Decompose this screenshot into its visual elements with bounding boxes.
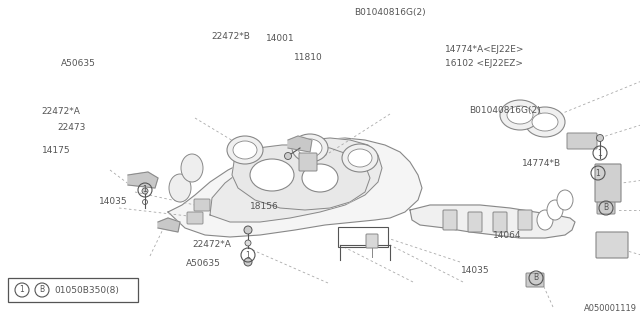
Ellipse shape [500, 100, 540, 130]
Polygon shape [232, 145, 370, 210]
Text: 1: 1 [246, 251, 250, 260]
Polygon shape [288, 136, 312, 152]
FancyBboxPatch shape [526, 273, 544, 287]
Text: 1: 1 [20, 285, 24, 294]
Ellipse shape [169, 174, 191, 202]
Circle shape [244, 226, 252, 234]
FancyBboxPatch shape [518, 210, 532, 230]
Text: 14001: 14001 [266, 34, 294, 43]
Ellipse shape [537, 210, 553, 230]
FancyBboxPatch shape [338, 227, 388, 247]
FancyBboxPatch shape [8, 278, 138, 302]
Text: 14774*A<EJ22E>: 14774*A<EJ22E> [445, 45, 524, 54]
FancyBboxPatch shape [299, 153, 317, 171]
FancyBboxPatch shape [597, 200, 615, 214]
Circle shape [142, 188, 148, 194]
Text: 14064: 14064 [493, 231, 522, 240]
FancyBboxPatch shape [468, 212, 482, 232]
Text: 01050B350(8): 01050B350(8) [54, 285, 119, 294]
Text: B: B [604, 204, 609, 212]
Text: B: B [40, 285, 45, 294]
Ellipse shape [250, 159, 294, 191]
Text: 1: 1 [143, 186, 147, 195]
FancyBboxPatch shape [567, 133, 597, 149]
FancyBboxPatch shape [596, 232, 628, 258]
Ellipse shape [525, 107, 565, 137]
Polygon shape [210, 138, 382, 222]
Text: 1: 1 [596, 169, 600, 178]
Text: 14035: 14035 [461, 266, 490, 275]
Ellipse shape [227, 136, 263, 164]
Ellipse shape [292, 134, 328, 162]
Text: B: B [533, 274, 539, 283]
Text: A050001119: A050001119 [584, 304, 637, 313]
Text: 22472*B: 22472*B [211, 32, 250, 41]
Ellipse shape [342, 144, 378, 172]
FancyBboxPatch shape [595, 164, 621, 202]
Circle shape [285, 153, 291, 159]
Text: B01040816G(2): B01040816G(2) [469, 106, 541, 115]
Ellipse shape [298, 139, 322, 157]
FancyBboxPatch shape [194, 199, 210, 211]
Text: 14175: 14175 [42, 146, 70, 155]
FancyBboxPatch shape [366, 234, 378, 248]
Polygon shape [410, 205, 575, 238]
Circle shape [245, 240, 251, 246]
Ellipse shape [348, 149, 372, 167]
Polygon shape [128, 172, 158, 188]
Text: 16102 <EJ22EZ>: 16102 <EJ22EZ> [445, 60, 523, 68]
Polygon shape [158, 218, 180, 232]
Text: 1: 1 [598, 148, 602, 157]
Text: A50635: A50635 [186, 260, 220, 268]
Text: B01040816G(2): B01040816G(2) [354, 8, 426, 17]
Ellipse shape [557, 190, 573, 210]
Text: 22473: 22473 [58, 124, 86, 132]
FancyBboxPatch shape [443, 210, 457, 230]
Ellipse shape [181, 154, 203, 182]
Text: 14774*B: 14774*B [522, 159, 561, 168]
Ellipse shape [302, 164, 338, 192]
Text: 22472*A: 22472*A [192, 240, 231, 249]
Polygon shape [168, 138, 422, 237]
FancyBboxPatch shape [187, 212, 203, 224]
Ellipse shape [532, 113, 558, 131]
Ellipse shape [547, 200, 563, 220]
Text: A50635: A50635 [61, 60, 95, 68]
Ellipse shape [233, 141, 257, 159]
Text: 22472*A: 22472*A [42, 108, 81, 116]
Text: 11810: 11810 [294, 53, 323, 62]
Circle shape [244, 258, 252, 266]
Ellipse shape [507, 106, 533, 124]
Text: 14035: 14035 [99, 197, 128, 206]
Text: 18156: 18156 [250, 202, 278, 211]
FancyBboxPatch shape [493, 212, 507, 232]
Circle shape [596, 134, 604, 141]
